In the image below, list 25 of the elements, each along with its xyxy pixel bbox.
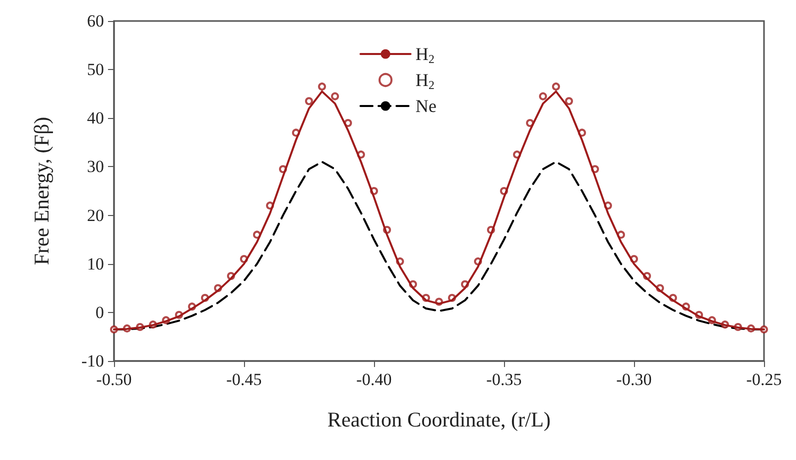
y-tick-label: 10 (87, 254, 104, 274)
point (318, 82, 326, 91)
x-tick-label: -0.40 (356, 370, 392, 389)
y-tick-label: 30 (87, 157, 104, 176)
x-tick-label: -0.45 (226, 370, 262, 389)
y-tick-label: 20 (87, 206, 104, 225)
y-axis-title: Free Energy, (Fβ) (30, 116, 54, 266)
x-tick-label: -0.50 (96, 370, 132, 389)
y-tick-label: 60 (87, 12, 104, 30)
x-tick-label: -0.25 (746, 370, 782, 389)
y-tick-label: 40 (87, 108, 104, 128)
x-tick-label: -0.30 (616, 370, 652, 389)
y-tick-label: 0 (96, 302, 104, 322)
x-tick-label: -0.35 (486, 370, 522, 389)
point (552, 82, 560, 91)
point (331, 92, 339, 100)
point (539, 92, 547, 100)
legend-label: Ne (416, 96, 437, 116)
y-tick-label: 50 (87, 60, 104, 80)
point (565, 97, 573, 106)
point (344, 119, 352, 127)
point (305, 97, 313, 106)
point (526, 119, 534, 127)
y-tick-label: -10 (81, 352, 104, 370)
x-axis-title: Reaction Coordinate, (r/L) (327, 408, 551, 432)
